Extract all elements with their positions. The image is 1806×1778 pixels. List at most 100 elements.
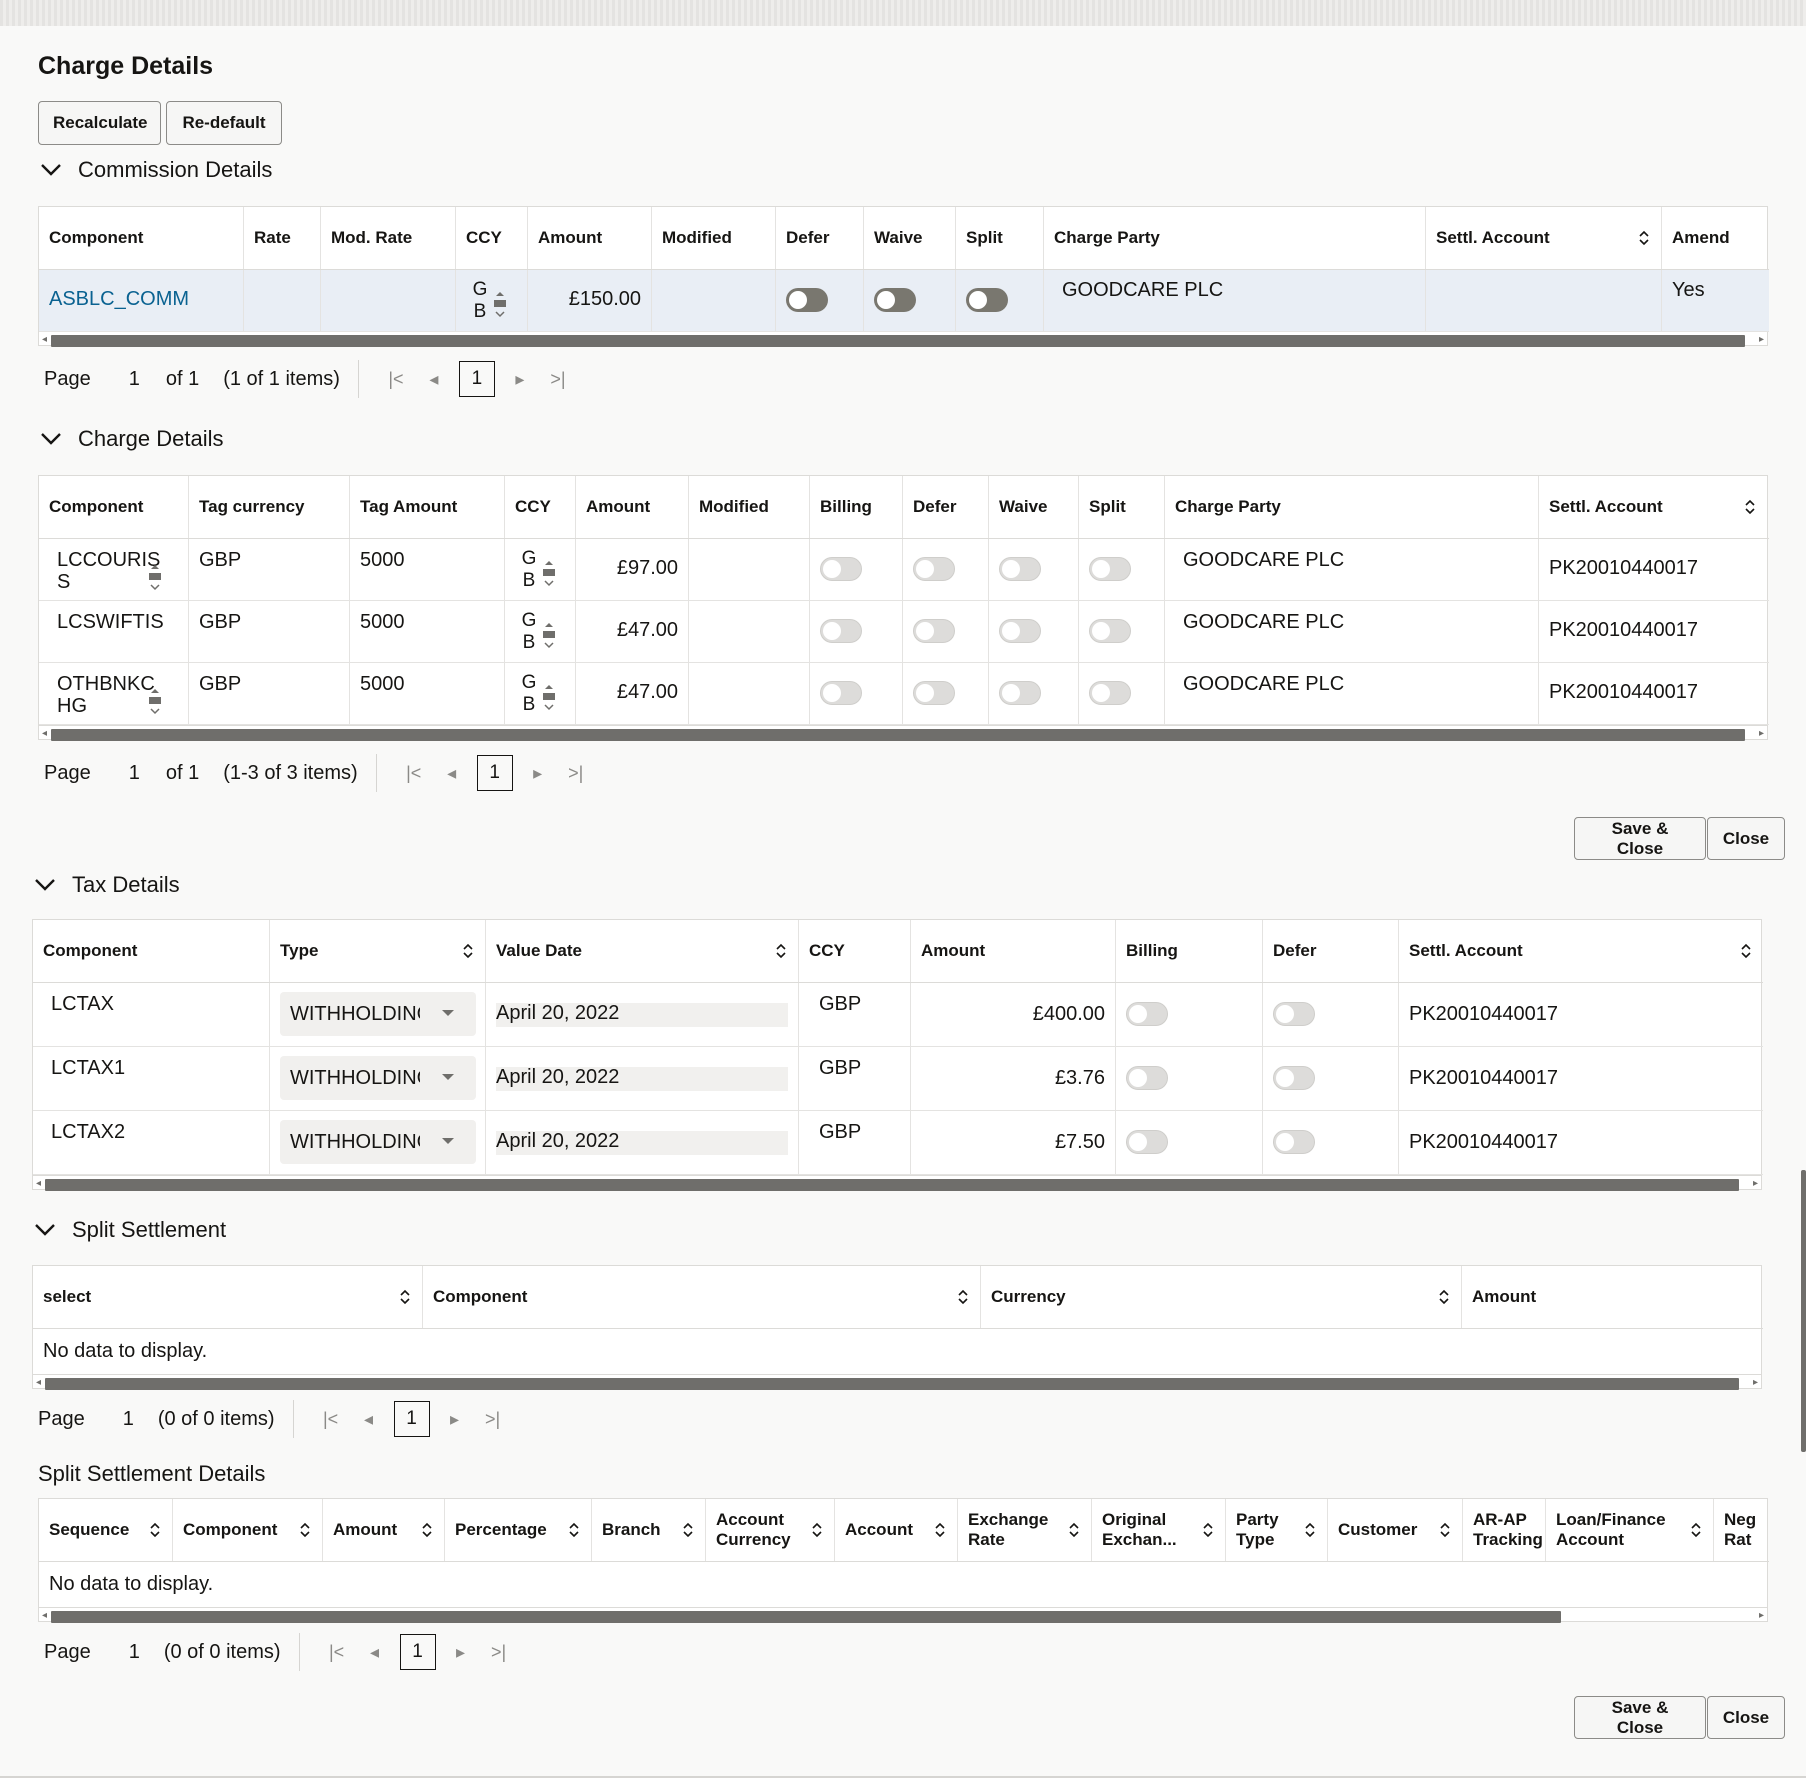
value-date-field[interactable]: April 20, 2022 <box>496 1002 788 1027</box>
close-button[interactable]: Close <box>1707 1696 1785 1739</box>
col-rate[interactable]: Rate <box>244 207 321 269</box>
sort-icon[interactable] <box>1637 229 1651 247</box>
spinner-arrows-icon[interactable] <box>543 621 555 649</box>
sort-icon[interactable] <box>1067 1521 1081 1539</box>
col-charge-party[interactable]: Charge Party <box>1165 476 1539 538</box>
col-exchange-rate[interactable]: Exchange Rate <box>958 1499 1092 1561</box>
prev-page-icon[interactable]: ◂ <box>364 1408 374 1429</box>
split-toggle[interactable] <box>966 288 1008 312</box>
first-page-icon[interactable]: |< <box>388 368 404 389</box>
col-party-type[interactable]: Party Type <box>1226 1499 1328 1561</box>
col-percentage[interactable]: Percentage <box>445 1499 592 1561</box>
spinner-arrows-icon[interactable] <box>543 559 555 587</box>
table-row[interactable]: LCTAX2 WITHHOLDING April 20, 2022 GBP £7.50 P… <box>33 1111 1763 1175</box>
page-number-input[interactable]: 1 <box>122 1407 134 1430</box>
waive-toggle[interactable] <box>999 557 1041 581</box>
split-hscrollbar[interactable]: ◂ ▸ <box>32 1375 1762 1390</box>
prev-page-icon[interactable]: ◂ <box>370 1641 380 1662</box>
tax-section-header[interactable]: Tax Details <box>32 872 180 898</box>
component-spinner[interactable]: LCCOURIS S <box>57 549 161 593</box>
sort-icon[interactable] <box>148 1521 162 1539</box>
col-modified[interactable]: Modified <box>652 207 776 269</box>
col-amount[interactable]: Amount <box>576 476 689 538</box>
col-split[interactable]: Split <box>956 207 1044 269</box>
charge-hscrollbar[interactable]: ◂ ▸ <box>38 726 1768 741</box>
split-details-hscrollbar[interactable]: ◂ ▸ <box>38 1608 1768 1623</box>
save-close-button[interactable]: Save & Close <box>1574 817 1706 860</box>
commission-hscrollbar[interactable]: ◂ ▸ <box>38 332 1768 347</box>
value-date-field[interactable]: April 20, 2022 <box>496 1130 788 1155</box>
col-component[interactable]: Component <box>39 207 244 269</box>
col-amount[interactable]: Amount <box>528 207 652 269</box>
billing-toggle[interactable] <box>1126 1130 1168 1154</box>
type-select[interactable]: WITHHOLDING <box>280 1056 476 1100</box>
col-sequence[interactable]: Sequence <box>39 1499 173 1561</box>
col-neg-rate[interactable]: Neg Rat <box>1724 1510 1757 1549</box>
split-toggle[interactable] <box>1089 619 1131 643</box>
waive-toggle[interactable] <box>999 681 1041 705</box>
col-amount[interactable]: Amount <box>911 920 1116 982</box>
prev-page-icon[interactable]: ◂ <box>429 368 439 389</box>
col-account[interactable]: Account <box>835 1499 958 1561</box>
col-currency[interactable]: Currency <box>981 1266 1462 1328</box>
sort-icon[interactable] <box>1438 1521 1452 1539</box>
sort-icon[interactable] <box>956 1288 970 1306</box>
charge-section-header[interactable]: Charge Details <box>38 426 224 452</box>
col-amend[interactable]: Amend <box>1672 228 1730 247</box>
defer-toggle[interactable] <box>1273 1066 1315 1090</box>
defer-toggle[interactable] <box>913 557 955 581</box>
col-tag-amount[interactable]: Tag Amount <box>350 476 505 538</box>
col-account-currency[interactable]: Account Currency <box>706 1499 835 1561</box>
defer-toggle[interactable] <box>913 619 955 643</box>
sort-icon[interactable] <box>1743 498 1757 516</box>
sort-icon[interactable] <box>1303 1521 1317 1539</box>
first-page-icon[interactable]: |< <box>322 1408 339 1429</box>
col-type[interactable]: Type <box>270 920 486 982</box>
col-ccy[interactable]: CCY <box>456 207 528 269</box>
col-mod-rate[interactable]: Mod. Rate <box>321 207 456 269</box>
sort-icon[interactable] <box>298 1521 312 1539</box>
waive-toggle[interactable] <box>874 288 916 312</box>
col-component[interactable]: Component <box>39 476 189 538</box>
value-date-field[interactable]: April 20, 2022 <box>496 1066 788 1091</box>
col-component[interactable]: Component <box>173 1499 323 1561</box>
table-row[interactable]: OTHBNKC HG GBP 5000 G B £47.00 GOODCARE PLC PK20… <box>39 663 1769 725</box>
col-tag-currency[interactable]: Tag currency <box>189 476 350 538</box>
sort-icon[interactable] <box>1689 1521 1703 1539</box>
col-defer[interactable]: Defer <box>903 476 989 538</box>
redefault-button[interactable]: Re-default <box>166 101 282 145</box>
sort-icon[interactable] <box>1201 1521 1215 1539</box>
spinner-arrows-icon[interactable] <box>543 683 555 711</box>
defer-toggle[interactable] <box>786 288 828 312</box>
col-ccy[interactable]: CCY <box>799 920 911 982</box>
sort-icon[interactable] <box>567 1521 581 1539</box>
page-number-input[interactable]: 1 <box>128 1640 140 1663</box>
col-component[interactable]: Component <box>423 1266 981 1328</box>
defer-toggle[interactable] <box>913 681 955 705</box>
last-page-icon[interactable]: >| <box>550 368 566 389</box>
table-row[interactable]: ASBLC_COMM G B £150.00 GOODCARE PLC Yes <box>39 270 1769 332</box>
last-page-icon[interactable]: >| <box>568 762 584 783</box>
table-row[interactable]: LCSWIFTIS GBP 5000 G B £47.00 GOODCARE PLC PK20… <box>39 601 1769 663</box>
col-billing[interactable]: Billing <box>1116 920 1263 982</box>
col-modified[interactable]: Modified <box>689 476 810 538</box>
table-row[interactable]: LCTAX WITHHOLDING April 20, 2022 GBP £400.00… <box>33 983 1763 1047</box>
table-row[interactable]: LCTAX1 WITHHOLDING April 20, 2022 GBP £3.76 P… <box>33 1047 1763 1111</box>
component-spinner[interactable]: OTHBNKC HG <box>57 673 177 719</box>
save-close-button[interactable]: Save & Close <box>1574 1696 1706 1739</box>
spinner-arrows-icon[interactable] <box>494 290 506 318</box>
next-page-icon[interactable]: ▸ <box>515 368 525 389</box>
col-ar-ap-tracking[interactable]: AR-AP Tracking <box>1463 1499 1546 1561</box>
last-page-icon[interactable]: >| <box>490 1641 507 1662</box>
col-select[interactable]: select <box>33 1266 423 1328</box>
prev-page-icon[interactable]: ◂ <box>447 762 457 783</box>
col-defer[interactable]: Defer <box>776 207 864 269</box>
billing-toggle[interactable] <box>1126 1002 1168 1026</box>
col-settl-account[interactable]: Settl. Account <box>1426 207 1662 269</box>
sort-icon[interactable] <box>681 1521 695 1539</box>
col-defer[interactable]: Defer <box>1263 920 1399 982</box>
commission-section-header[interactable]: Commission Details <box>38 157 272 183</box>
billing-toggle[interactable] <box>1126 1066 1168 1090</box>
